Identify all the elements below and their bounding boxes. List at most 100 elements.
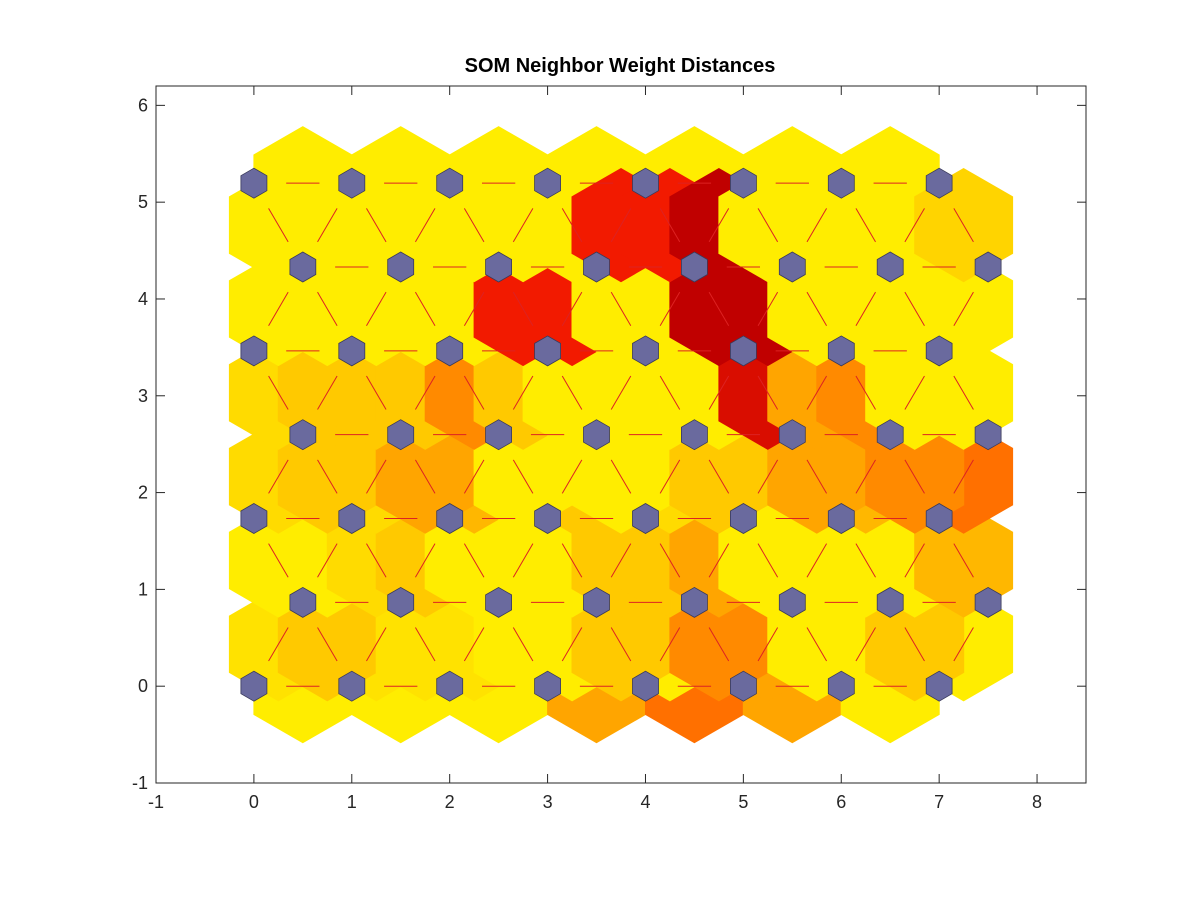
edge-line — [268, 543, 289, 578]
neuron — [827, 503, 855, 534]
neuron — [485, 251, 513, 283]
edge-line — [366, 291, 387, 326]
edge-line — [953, 291, 974, 326]
neuron — [387, 251, 415, 283]
edge-line — [855, 208, 876, 243]
edge-line — [806, 543, 828, 578]
neuron — [876, 419, 904, 451]
neuron — [240, 670, 268, 702]
edge-line — [757, 208, 779, 243]
edge-line — [463, 375, 485, 410]
neuron — [289, 586, 317, 618]
edge-line — [708, 459, 730, 494]
edge-line — [317, 543, 338, 578]
edge-line — [610, 543, 632, 578]
edge-line — [806, 459, 828, 494]
edge-line — [806, 627, 828, 662]
edge-line — [757, 543, 779, 578]
neuron — [534, 167, 561, 199]
neuron — [583, 586, 610, 618]
y-tick-label: 4 — [138, 289, 148, 309]
neuron — [730, 670, 757, 702]
y-tick-label: 6 — [138, 95, 148, 115]
edge-line — [366, 459, 387, 494]
edge-line — [366, 543, 387, 578]
edge-line — [757, 459, 779, 494]
edge-line — [904, 543, 925, 578]
edge-line — [904, 459, 925, 494]
edge-line — [366, 208, 387, 243]
edge-line — [414, 375, 436, 410]
neuron — [632, 335, 659, 367]
neuron — [289, 251, 317, 283]
edge-line — [512, 627, 534, 662]
neuron — [974, 251, 1002, 283]
edge-line — [366, 627, 387, 662]
edge-line — [806, 291, 828, 326]
neuron — [730, 167, 757, 199]
edge-line — [463, 291, 485, 326]
edge-line — [268, 627, 289, 662]
neuron — [632, 670, 659, 702]
neuron — [387, 586, 415, 618]
neuron — [338, 167, 366, 199]
edge-line — [806, 208, 828, 243]
edge-line — [659, 291, 681, 326]
neuron — [681, 419, 708, 451]
edge-line — [317, 208, 338, 243]
neuron — [436, 503, 464, 534]
edge-line — [414, 627, 436, 662]
edge-line — [953, 627, 974, 662]
edge-line — [610, 627, 632, 662]
x-tick-label: 0 — [249, 792, 259, 812]
neuron — [338, 670, 366, 702]
edge-line — [317, 291, 338, 326]
edge-line — [512, 543, 534, 578]
edge-line — [414, 543, 436, 578]
neuron — [534, 335, 561, 367]
edge-lines-layer — [268, 182, 974, 687]
edge-line — [953, 459, 974, 494]
neuron — [827, 335, 855, 367]
chart-title: SOM Neighbor Weight Distances — [464, 55, 776, 77]
neuron — [436, 167, 464, 199]
edge-line — [512, 459, 534, 494]
edge-line — [414, 459, 436, 494]
x-tick-label: 2 — [445, 792, 455, 812]
edge-line — [512, 375, 534, 410]
edge-line — [806, 375, 828, 410]
neuron — [583, 251, 610, 283]
neuron — [925, 503, 953, 534]
x-tick-label: 4 — [640, 792, 650, 812]
edge-line — [855, 375, 876, 410]
edge-line — [904, 375, 925, 410]
neuron — [681, 586, 708, 618]
y-tick-label: 2 — [138, 483, 148, 503]
neuron — [289, 419, 317, 451]
neuron — [583, 419, 610, 451]
edge-line — [757, 375, 779, 410]
edge-line — [904, 208, 925, 243]
edge-line — [463, 459, 485, 494]
edge-line — [659, 459, 681, 494]
neuron — [534, 670, 561, 702]
edge-line — [610, 459, 632, 494]
edge-line — [708, 291, 730, 326]
neuron — [778, 251, 806, 283]
neuron — [338, 335, 366, 367]
edge-line — [317, 375, 338, 410]
neuron — [778, 586, 806, 618]
edge-line — [953, 375, 974, 410]
x-axis-ticks: -1 0 1 2 3 4 5 6 7 8 — [148, 86, 1042, 812]
edge-line — [561, 627, 583, 662]
x-tick-label: 8 — [1032, 792, 1042, 812]
neuron — [925, 167, 953, 199]
neuron — [534, 503, 561, 534]
edge-line — [904, 291, 925, 326]
edge-line — [904, 627, 925, 662]
edge-line — [708, 627, 730, 662]
neuron — [925, 335, 953, 367]
edge-line — [268, 291, 289, 326]
edge-line — [317, 627, 338, 662]
